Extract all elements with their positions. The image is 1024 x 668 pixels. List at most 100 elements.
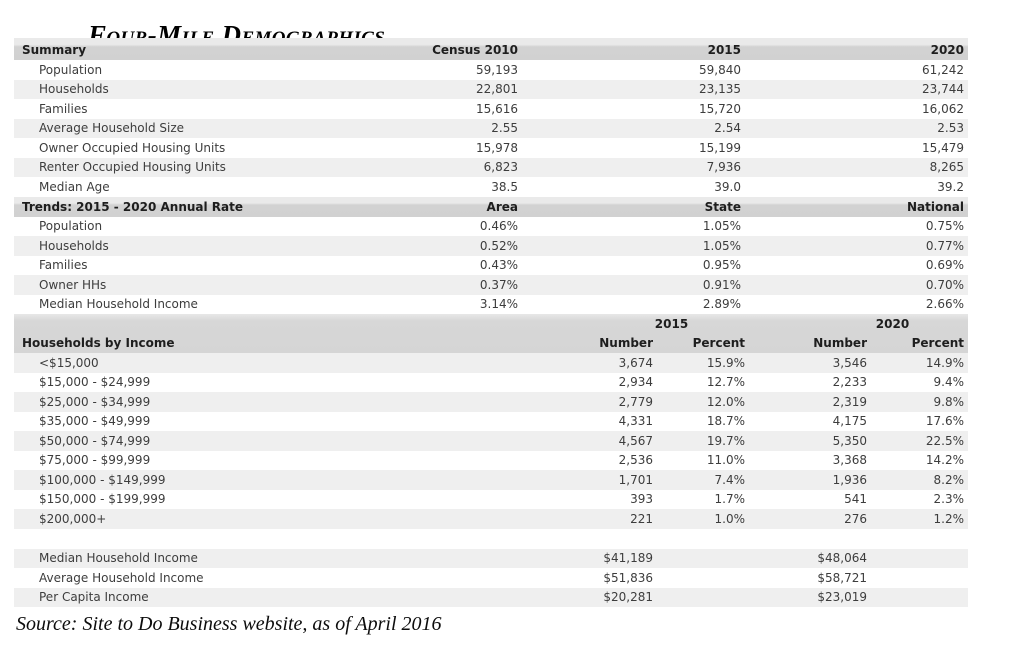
- cell-census-2010: 38.5: [491, 179, 518, 194]
- summary-rows: Population 59,193 59,840 61,242 Househol…: [14, 60, 968, 197]
- row-label: Families: [39, 101, 88, 116]
- row-label: Population: [39, 219, 103, 234]
- trends-table-row: Median Household Income 3.14% 2.89% 2.66…: [14, 295, 968, 315]
- cell-state: 0.91%: [702, 277, 741, 292]
- trends-header-row: Trends: 2015 - 2020 Annual Rate Area Sta…: [14, 196, 968, 217]
- cell-number-2015: 221: [630, 511, 653, 526]
- cell-national: 0.75%: [925, 219, 964, 234]
- income-table-row: $100,000 - $149,999 1,701 7.4% 1,936 8.2…: [14, 470, 968, 490]
- row-label: Average Household Income: [39, 570, 204, 585]
- col-header-area: Area: [486, 199, 518, 214]
- col-header-percent-2015: Percent: [692, 336, 745, 351]
- cell-percent-2020: 14.9%: [925, 355, 964, 370]
- cell-2015: 39.0: [714, 179, 741, 194]
- cell-number-2015: 4,567: [618, 433, 653, 448]
- income-bracket-label: $50,000 - $74,999: [39, 433, 151, 448]
- col-header-census-2010: Census 2010: [432, 43, 518, 57]
- trends-table-row: Families 0.43% 0.95% 0.69%: [14, 256, 968, 276]
- cell-percent-2020: 17.6%: [925, 414, 964, 429]
- cell-number-2015: 393: [630, 492, 653, 507]
- income-table-row: $50,000 - $74,999 4,567 19.7% 5,350 22.5…: [14, 431, 968, 451]
- cell-percent-2020: 1.2%: [933, 511, 965, 526]
- cell-number-2020: 541: [844, 492, 867, 507]
- income-summary-row: Per Capita Income $20,281 $23,019: [14, 587, 968, 607]
- col-header-2015: 2015: [707, 43, 741, 57]
- cell-national: 0.70%: [925, 277, 964, 292]
- cell-number-2015: 2,536: [618, 453, 653, 468]
- cell-percent-2020: 2.3%: [933, 492, 965, 507]
- cell-number-2020: 2,319: [832, 394, 867, 409]
- cell-percent-2015: 1.0%: [714, 511, 746, 526]
- cell-national: 0.77%: [925, 238, 964, 253]
- row-label: Per Capita Income: [39, 590, 149, 605]
- col-header-number-2020: Number: [813, 336, 867, 351]
- summary-table-row: Average Household Size 2.55 2.54 2.53: [14, 118, 968, 138]
- cell-number-2020: 2,233: [832, 375, 867, 390]
- cell-value-2015: $41,189: [603, 551, 653, 566]
- row-label: Families: [39, 258, 88, 273]
- cell-number-2020: 3,368: [832, 453, 867, 468]
- cell-state: 1.05%: [702, 238, 741, 253]
- summary-table-row: Households 22,801 23,135 23,744: [14, 79, 968, 99]
- income-bracket-label: $15,000 - $24,999: [39, 375, 151, 390]
- cell-2015: 7,936: [706, 160, 741, 175]
- summary-header-row: Summary Census 2010 2015 2020: [14, 38, 968, 60]
- cell-number-2020: 1,936: [832, 472, 867, 487]
- col-header-percent-2020: Percent: [911, 336, 964, 351]
- cell-percent-2015: 7.4%: [714, 472, 746, 487]
- summary-header-label: Summary: [22, 43, 87, 57]
- row-label: Renter Occupied Housing Units: [39, 160, 226, 175]
- cell-2020: 61,242: [922, 62, 964, 77]
- cell-2020: 16,062: [922, 101, 964, 116]
- cell-number-2020: 5,350: [832, 433, 867, 448]
- income-summary-row: Median Household Income $41,189 $48,064: [14, 548, 968, 568]
- income-header-label: Households by Income: [22, 336, 175, 351]
- summary-table-row: Families 15,616 15,720 16,062: [14, 99, 968, 119]
- cell-area: 3.14%: [479, 297, 518, 312]
- cell-national: 0.69%: [925, 258, 964, 273]
- income-bracket-label: $200,000+: [39, 511, 107, 526]
- cell-2020: 23,744: [922, 82, 964, 97]
- row-label: Median Age: [39, 179, 110, 194]
- cell-national: 2.66%: [925, 297, 964, 312]
- cell-census-2010: 15,978: [476, 140, 518, 155]
- income-header-block: 2015 2020 Households by Income Number Pe…: [14, 314, 968, 353]
- cell-census-2010: 2.55: [491, 121, 518, 136]
- row-label: Median Household Income: [39, 297, 198, 312]
- income-table-row: $35,000 - $49,999 4,331 18.7% 4,175 17.6…: [14, 412, 968, 432]
- cell-2020: 8,265: [929, 160, 964, 175]
- cell-2015: 2.54: [714, 121, 741, 136]
- cell-census-2010: 59,193: [476, 62, 518, 77]
- trends-table-row: Population 0.46% 1.05% 0.75%: [14, 217, 968, 237]
- income-table-row: $25,000 - $34,999 2,779 12.0% 2,319 9.8%: [14, 392, 968, 412]
- cell-percent-2020: 9.4%: [933, 375, 965, 390]
- summary-table-row: Owner Occupied Housing Units 15,978 15,1…: [14, 138, 968, 158]
- cell-value-2020: $58,721: [817, 570, 867, 585]
- cell-value-2015: $51,836: [603, 570, 653, 585]
- cell-state: 1.05%: [702, 219, 741, 234]
- cell-2015: 59,840: [699, 62, 741, 77]
- cell-percent-2015: 18.7%: [706, 414, 745, 429]
- row-label: Households: [39, 238, 109, 253]
- col-header-2020: 2020: [930, 43, 964, 57]
- summary-table-row: Renter Occupied Housing Units 6,823 7,93…: [14, 157, 968, 177]
- cell-percent-2020: 14.2%: [925, 453, 964, 468]
- cell-census-2010: 6,823: [483, 160, 518, 175]
- cell-number-2015: 1,701: [618, 472, 653, 487]
- row-label: Owner Occupied Housing Units: [39, 140, 226, 155]
- col-header-state: State: [704, 199, 741, 214]
- cell-number-2015: 2,934: [618, 375, 653, 390]
- cell-2020: 2.53: [937, 121, 964, 136]
- income-bracket-label: $150,000 - $199,999: [39, 492, 166, 507]
- trends-header-label: Trends: 2015 - 2020 Annual Rate: [22, 199, 244, 214]
- cell-number-2020: 276: [844, 511, 867, 526]
- income-bracket-label: <$15,000: [39, 355, 99, 370]
- cell-percent-2015: 19.7%: [706, 433, 745, 448]
- income-table-row: $75,000 - $99,999 2,536 11.0% 3,368 14.2…: [14, 451, 968, 471]
- row-label: Owner HHs: [39, 277, 107, 292]
- cell-state: 0.95%: [702, 258, 741, 273]
- year-header-2015: 2015: [654, 316, 689, 331]
- income-table-row: $15,000 - $24,999 2,934 12.7% 2,233 9.4%: [14, 373, 968, 393]
- cell-area: 0.37%: [479, 277, 518, 292]
- year-header-2020: 2020: [875, 316, 910, 331]
